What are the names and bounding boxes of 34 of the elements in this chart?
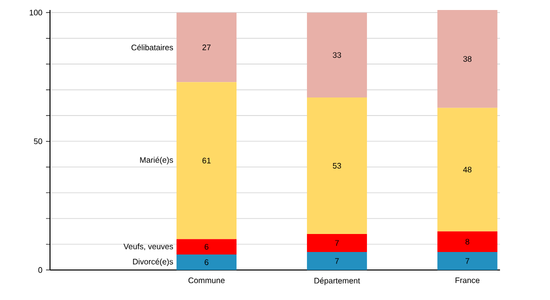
bar — [437, 231, 498, 252]
data-label: 7 — [466, 258, 470, 264]
bar — [176, 12, 237, 82]
bar — [176, 82, 237, 240]
bar — [306, 234, 367, 252]
bar — [176, 254, 237, 270]
bar — [306, 98, 367, 234]
data-label: 48 — [463, 166, 472, 172]
bar — [306, 12, 367, 98]
data-label: 7 — [335, 258, 339, 264]
bar — [176, 239, 237, 255]
x-tick-label: France — [456, 278, 480, 284]
data-label: 33 — [332, 52, 342, 58]
series-label: Divorcé(e)s — [133, 258, 174, 266]
y-tick-label: 50 — [34, 138, 42, 144]
data-label: 8 — [466, 238, 470, 244]
bar — [437, 252, 498, 270]
x-tick-label: Commune — [188, 278, 225, 284]
y-tick-label: 100 — [30, 10, 42, 16]
bar — [306, 252, 367, 270]
bar — [437, 108, 498, 232]
x-tick-label: Département — [314, 278, 360, 286]
series-label: Célibataires — [131, 44, 174, 50]
series-label: Veufs, veuves — [124, 243, 174, 250]
series-label: Marié(e)s — [140, 156, 174, 164]
bar — [437, 10, 498, 108]
data-label: 6 — [204, 259, 208, 266]
data-label: 61 — [202, 158, 211, 164]
data-label: 27 — [202, 44, 211, 50]
data-label: 7 — [335, 240, 339, 246]
data-label: 38 — [463, 56, 472, 62]
data-label: 53 — [332, 162, 342, 169]
data-label: 6 — [204, 244, 208, 250]
y-tick-label: 0 — [38, 267, 42, 273]
